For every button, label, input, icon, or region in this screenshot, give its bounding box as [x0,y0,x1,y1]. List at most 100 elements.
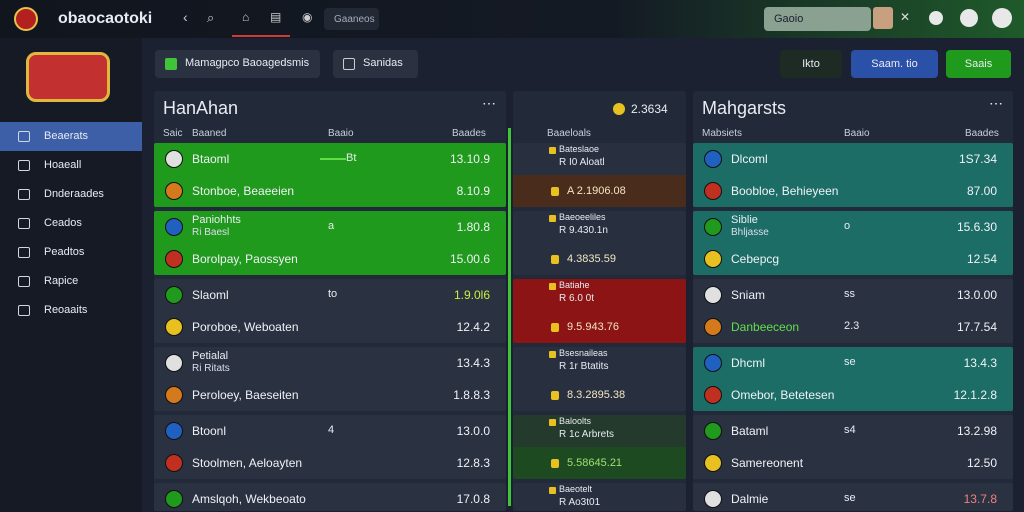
row-group[interactable]: Baloolts R 1c Arbrets 5.58645.21 [513,415,686,479]
close-icon[interactable]: ✕ [900,10,911,24]
row-group[interactable]: Baeoeeliles R 9.430.1n 4.3835.59 [513,211,686,275]
team-name: Paniohhts [192,214,241,226]
toolbar-action[interactable]: Saais [946,50,1011,78]
odds-value[interactable]: 13.4.3 [456,356,490,370]
row-group[interactable]: Bsesnaileas R 1r Btatits 8.3.2895.38 [513,347,686,411]
list-icon[interactable]: ▤ [270,10,282,24]
sidebar-item[interactable]: Rapice [0,267,142,296]
odds-value[interactable]: 13.0.0 [456,424,490,438]
odds-value[interactable]: 8.10.9 [456,184,490,198]
row-group[interactable]: Paniohhts Ri Baesl a 1.80.8 Borolpay, Paossy… [154,211,506,275]
toolbar-tab[interactable]: Mamagpco Baoagedsmis [155,50,320,78]
odds-value[interactable]: 8.3.2895.38 [567,389,626,401]
odds-value[interactable]: 13.4.3 [963,356,997,370]
club-crest [26,52,110,102]
status-icon[interactable] [929,11,943,25]
odds-value[interactable]: 13.10.9 [449,152,490,166]
odds-value[interactable]: 5.58645.21 [567,457,623,469]
team-flag [704,250,722,268]
match-info: Bt [346,152,357,164]
odds-value[interactable]: 13.0.00 [956,288,997,302]
row-group[interactable]: Bateslaoe R I0 Aloatl A 2.1906.08 [513,143,686,207]
sidebar-item[interactable]: Hoaeall [0,151,142,180]
toolbar-action[interactable]: Saam. tio [851,50,938,78]
odds-value[interactable]: 1.9.0l6 [453,288,490,302]
odds-value[interactable]: 17.7.54 [956,320,997,334]
odds-value[interactable]: 4.3835.59 [567,253,616,265]
avatar[interactable] [873,7,893,29]
odds-value[interactable]: 12.50 [966,456,997,470]
odds-value[interactable]: 17.0.8 [456,492,490,506]
sidebar-item[interactable]: Dnderaades [0,180,142,209]
team-flag [704,422,722,440]
panel-menu[interactable]: ⋯ [989,95,1003,111]
odds-value[interactable]: 9.5.943.76 [567,321,619,333]
odds-icon [551,255,559,264]
sidebar-item[interactable]: Peadtos [0,238,142,267]
odds-value[interactable]: A 2.1906.08 [567,185,626,197]
user-icon[interactable] [960,9,978,27]
row-group[interactable]: Btoonl 4 13.0.0 Stoolmen, Aeloayten 12.8.3 [154,415,506,479]
row-group[interactable]: Dalmie se 13.7.8 [693,483,1013,511]
row-group[interactable]: Sniam ss 13.0.00 Danbeeceon 2.3 17.7.54 [693,279,1013,343]
search-icon[interactable]: ⌕ [207,10,215,25]
row-group[interactable]: Petialal Ri Ritats 13.4.3 Peroloey, Baeseit… [154,347,506,411]
row-group[interactable]: Amslqoh, Wekbeoato 17.0.8 [154,483,506,511]
row-group[interactable]: Batiahe R 6.0 0t 9.5.943.76 [513,279,686,343]
column-header: Baaio [328,128,354,139]
odds-value[interactable]: 1.8.8.3 [453,388,490,402]
team-name: Btoonl [192,424,227,438]
odds-value[interactable]: 13.2.98 [956,424,997,438]
column-header: Baaeloals [547,128,591,139]
odds-value[interactable]: 1S7.34 [958,152,997,166]
tab-icon [165,58,177,70]
market-icon [549,283,556,290]
toolbar-action[interactable]: Ikto [780,50,842,78]
odds-value[interactable]: 15.6.30 [956,220,997,234]
tab-icon [343,58,355,70]
team-flag [165,250,183,268]
market-name: Baeoeeliles [559,212,606,222]
column-header: Baades [452,128,486,139]
toolbar-tab[interactable]: Sanidas [333,50,418,78]
column-header: Mabsiets [702,128,743,139]
team-name: Poroboe, Weboaten [192,320,299,334]
odds-value[interactable]: 12.1.2.8 [953,388,997,402]
row-group[interactable]: Dhcml se 13.4.3 Omebor, Betetesen 12.1.2.8 [693,347,1013,411]
team-name: Samereonent [731,456,804,470]
sidebar [0,38,142,512]
sidebar-item[interactable]: Ceados [0,209,142,238]
row-group[interactable]: Dlcoml 1S7.34 Boobloe, Behieyeen 87.00 [693,143,1013,207]
sidebar-item[interactable]: Reoaaits [0,296,142,325]
panel-menu[interactable]: ⋯ [482,95,496,111]
odds-value[interactable]: 1.80.8 [456,220,490,234]
team-name: Stoolmen, Aeloayten [192,456,303,470]
odds-value[interactable]: 12.54 [966,252,997,266]
search-field[interactable]: Gaaneos [324,8,379,30]
row-group[interactable]: Bataml s4 13.2.98 Samereonent 12.50 [693,415,1013,479]
settings-icon[interactable]: ◉ [302,10,313,24]
profile-icon[interactable] [992,8,1012,28]
sidebar-label: Peadtos [44,246,85,258]
row-group[interactable]: Baeotelt R Ao3t01 [513,483,686,511]
row-group[interactable]: Siblie Bhljasse o 15.6.30 Cebepcg 12.54 [693,211,1013,275]
back-icon[interactable]: ‹ [183,9,188,25]
team-sub: Ri Baesl [192,227,230,238]
match-info: to [328,288,338,300]
logo-icon [14,7,38,31]
team-flag [165,218,183,236]
market-icon [549,147,556,154]
team-flag [165,454,183,472]
odds-value[interactable]: 13.7.8 [963,492,997,506]
row-group[interactable]: Btaoml Bt 13.10.9 Stonboe, Beaeeien 8.10.9 [154,143,506,207]
odds-value[interactable]: 12.4.2 [456,320,490,334]
account-search[interactable]: Gaoio [764,7,871,31]
home-icon[interactable]: ⌂ [242,10,250,24]
sidebar-item[interactable]: Beaerats [0,122,142,151]
team-flag [704,490,722,508]
odds-value[interactable]: 87.00 [966,184,997,198]
odds-value[interactable]: 15.00.6 [449,252,490,266]
odds-value[interactable]: 12.8.3 [456,456,490,470]
team-name: Boobloe, Behieyeen [731,184,839,198]
row-group[interactable]: Slaoml to 1.9.0l6 Poroboe, Weboaten 12.4.2 [154,279,506,343]
